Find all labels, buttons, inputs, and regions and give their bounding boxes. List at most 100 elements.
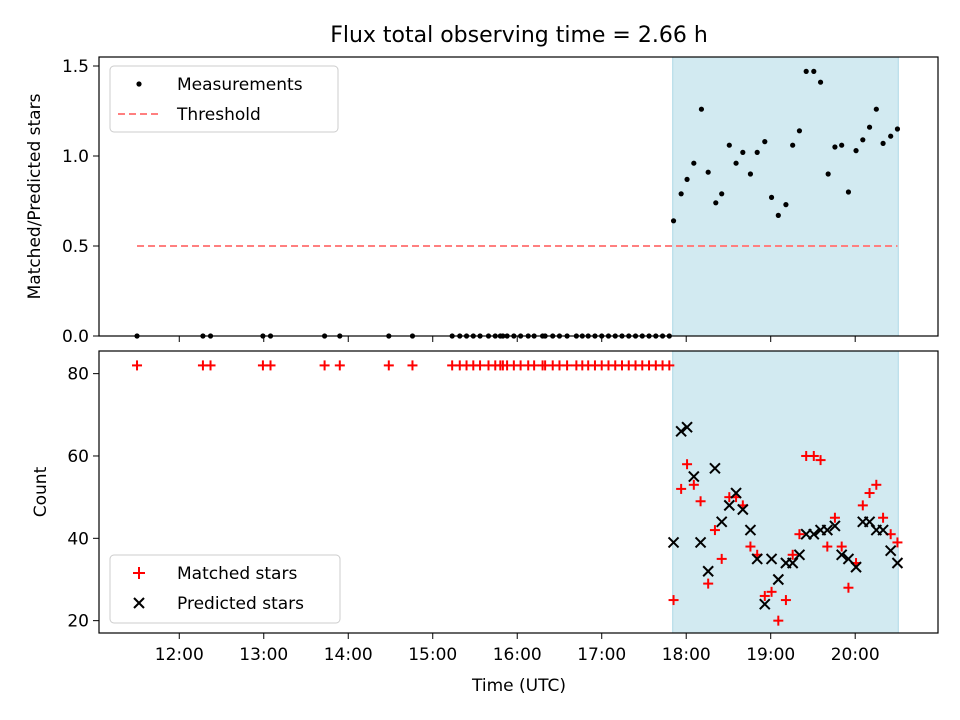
measurement-point (733, 160, 739, 166)
measurement-point (783, 202, 789, 208)
predicted-star-point (723, 499, 736, 512)
predicted-star-point (850, 561, 862, 573)
measurement-point (853, 148, 859, 154)
predicted-star-point (835, 549, 848, 561)
measurement-point (747, 171, 754, 177)
legend-threshold-label: Threshold (176, 105, 261, 125)
x-tick-label: 15:00 (408, 645, 457, 665)
top-y-axis-label: Matched/Predicted stars (25, 93, 45, 299)
predicted-star-point (702, 565, 714, 577)
bottom-y-tick-label: 20 (67, 612, 89, 632)
bottom-axes-frame (98, 350, 939, 634)
matched-star-point (745, 541, 756, 552)
x-tick-label: 12:00 (155, 645, 204, 665)
predicted-star-point (786, 557, 799, 569)
predicted-star-point (709, 462, 721, 475)
legend-matched-marker (133, 567, 145, 579)
matched-star-point (892, 537, 903, 548)
measurement-point (698, 106, 705, 112)
x-tick-label: 20:00 (831, 645, 880, 665)
top-legend: Measurements Threshold (109, 65, 339, 133)
matched-star-point (703, 578, 714, 589)
matched-star-point (808, 450, 819, 461)
measurement-point (762, 139, 768, 145)
measurement-point (713, 200, 719, 206)
matched-star-point (475, 360, 486, 371)
matched-star-point (709, 525, 720, 536)
legend-predicted-marker (133, 597, 145, 609)
matched-star-point (794, 529, 805, 540)
predicted-star-point (715, 516, 728, 528)
legend-measurements-label: Measurements (177, 75, 303, 95)
measurement-point (726, 142, 732, 148)
top-y-tick-label: 0.0 (62, 327, 89, 347)
measurement-point (888, 133, 894, 139)
measurement-point (866, 124, 873, 130)
top-y-ticks: 0.0 0.5 1.0 1.5 (62, 57, 99, 347)
measurement-point (839, 142, 845, 148)
x-tick-label: 13:00 (239, 645, 288, 665)
predicted-star-point (759, 598, 771, 610)
top-x-ticks (178, 336, 856, 342)
measurement-point (670, 218, 677, 224)
top-y-tick-label: 0.5 (62, 237, 89, 257)
predicted-star-point (891, 557, 904, 569)
predicted-star-point (688, 470, 700, 483)
x-tick-label: 18:00 (662, 645, 711, 665)
predicted-star-point (681, 421, 693, 433)
predicted-star-point (751, 553, 763, 565)
matched-star-point (664, 360, 675, 371)
matched-star-point (864, 488, 875, 499)
measurement-point (691, 160, 697, 166)
measurement-point (705, 169, 711, 175)
matched-star-point (562, 360, 573, 371)
measurement-point (832, 144, 838, 150)
x-tick-label: 19:00 (746, 645, 795, 665)
matched-star-point (132, 360, 143, 371)
matched-star-point (529, 360, 540, 371)
matched-star-point (205, 360, 216, 371)
bottom-legend: Matched stars Predicted stars (109, 554, 341, 624)
predicted-star-point (694, 536, 707, 549)
predicted-star-point (884, 544, 897, 557)
measurement-point (845, 189, 852, 195)
matched-star-point (407, 360, 418, 371)
measurement-point (768, 194, 775, 200)
matched-star-point (695, 496, 706, 507)
measurement-point (684, 176, 690, 182)
matched-star-point (668, 595, 679, 606)
measurement-point (775, 212, 781, 218)
matched-star-point (766, 586, 777, 597)
matched-star-point (822, 541, 833, 552)
legend-matched-label: Matched stars (177, 564, 297, 584)
measurement-point (825, 171, 831, 177)
matched-star-point (878, 512, 889, 523)
matched-star-point (759, 590, 770, 601)
x-axis-label: Time (UTC) (471, 676, 566, 696)
top-panel: 0.0 0.5 1.0 1.5 Matched/Predicted stars Mea… (25, 56, 939, 347)
bottom-x-ticks: 12:00 13:00 14:00 15:00 16:00 17:00 18:00 19:00… (155, 633, 880, 665)
matched-star-point (334, 360, 345, 371)
measurement-point (740, 149, 746, 155)
predicted-star-point (744, 524, 757, 536)
matched-star-point (857, 500, 868, 511)
bottom-y-tick-label: 80 (67, 365, 89, 385)
measurement-point (873, 106, 879, 112)
top-shaded-region (672, 56, 899, 337)
measurement-point (880, 140, 886, 146)
predicted-star-point (675, 425, 687, 437)
matched-star-point (815, 455, 826, 466)
x-tick-label: 16:00 (493, 645, 542, 665)
bottom-y-tick-label: 60 (67, 447, 89, 467)
legend-predicted-label: Predicted stars (177, 594, 304, 614)
measurement-point (796, 128, 803, 134)
matched-star-point (787, 549, 798, 560)
bottom-y-axis-label: Count (31, 466, 51, 517)
predicted-star-point (877, 524, 889, 536)
bottom-y-tick-label: 40 (67, 529, 89, 549)
predicted-star-point (821, 524, 834, 536)
matched-star-point (383, 360, 394, 371)
matched-star-point (716, 553, 727, 564)
